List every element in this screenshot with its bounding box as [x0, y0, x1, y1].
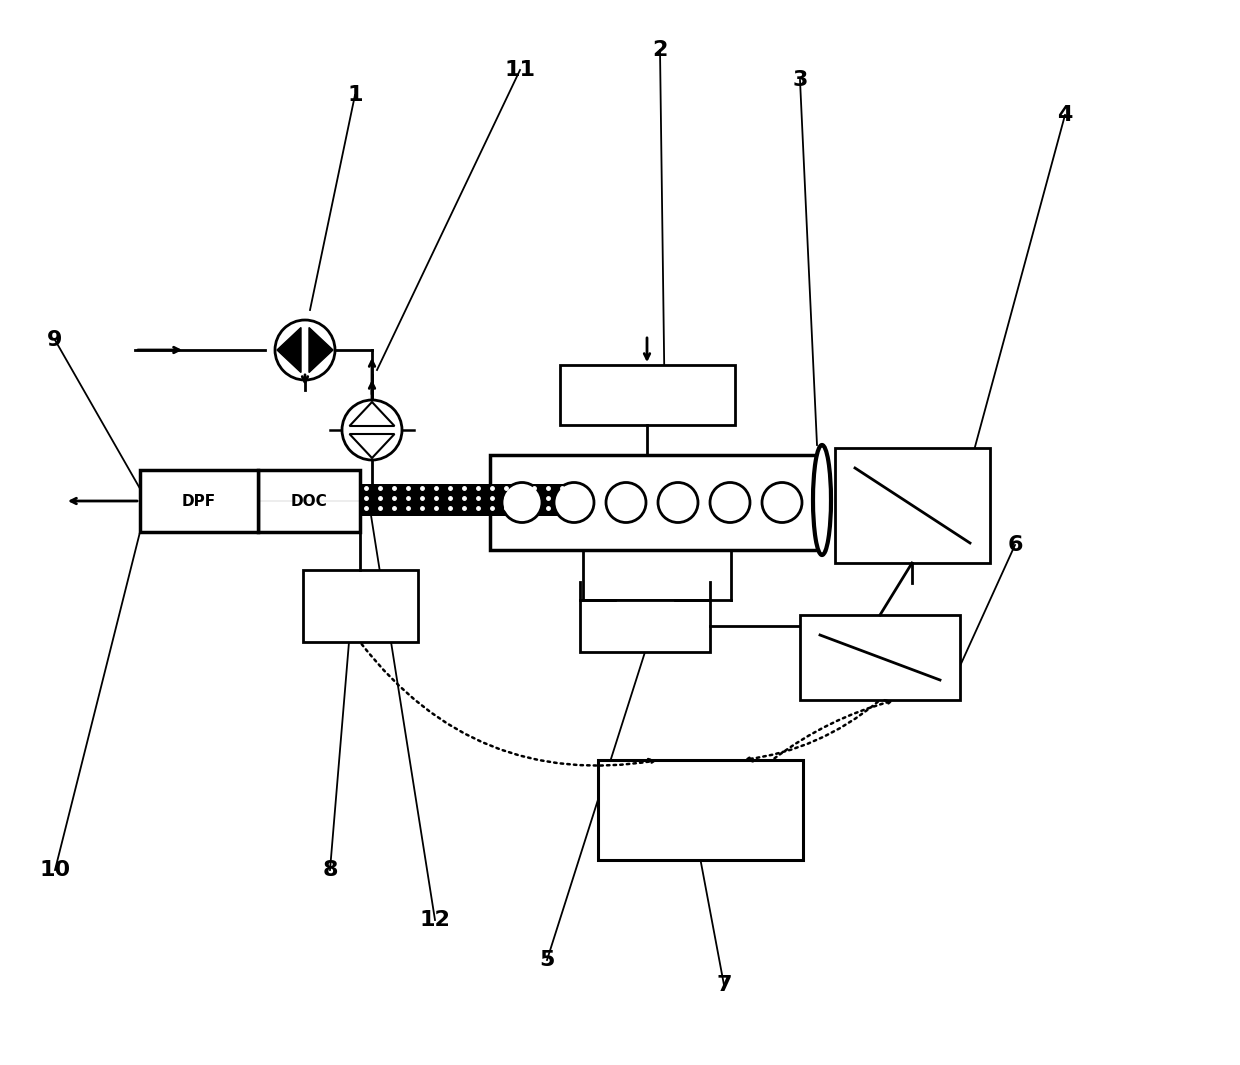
- Text: 12: 12: [419, 910, 450, 930]
- Text: 4: 4: [1058, 105, 1073, 125]
- Text: 11: 11: [505, 60, 536, 80]
- Circle shape: [342, 400, 402, 460]
- Bar: [580, 600, 711, 652]
- Text: 9: 9: [47, 330, 63, 350]
- Bar: [360, 484, 580, 517]
- Bar: [490, 455, 825, 550]
- Circle shape: [502, 482, 542, 523]
- Ellipse shape: [813, 445, 831, 555]
- Polygon shape: [350, 435, 394, 458]
- Bar: [598, 760, 804, 861]
- Bar: [303, 570, 418, 642]
- Circle shape: [606, 482, 646, 523]
- Text: DOC: DOC: [290, 493, 327, 508]
- Text: 7: 7: [717, 974, 732, 995]
- Circle shape: [763, 482, 802, 523]
- Circle shape: [658, 482, 698, 523]
- Text: 8: 8: [322, 861, 337, 880]
- Text: DPF: DPF: [182, 493, 216, 508]
- Bar: [258, 470, 360, 532]
- Text: 5: 5: [539, 950, 554, 970]
- Text: 2: 2: [652, 40, 667, 60]
- Text: 1: 1: [347, 85, 363, 105]
- Text: 6: 6: [1007, 535, 1023, 555]
- Text: 10: 10: [40, 861, 71, 880]
- Bar: [560, 365, 735, 425]
- Bar: [140, 470, 258, 532]
- Text: 3: 3: [792, 70, 807, 91]
- Circle shape: [275, 320, 335, 380]
- Circle shape: [711, 482, 750, 523]
- Polygon shape: [309, 328, 334, 373]
- Bar: [835, 448, 990, 563]
- Bar: [800, 615, 960, 700]
- Circle shape: [554, 482, 594, 523]
- Polygon shape: [277, 328, 301, 373]
- Polygon shape: [350, 402, 394, 426]
